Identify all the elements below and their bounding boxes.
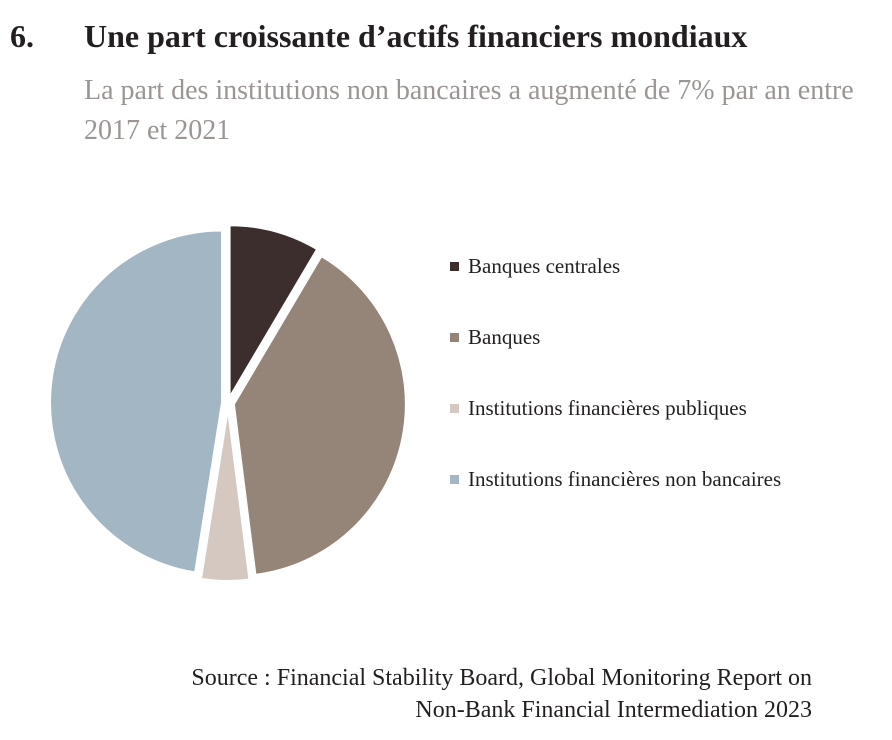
legend-swatch — [450, 262, 459, 271]
pie-slice-1 — [228, 224, 319, 401]
legend-label: Banques — [468, 325, 541, 349]
chart-subtitle: La part des institutions non bancaires a… — [84, 75, 854, 146]
legend-label: Banques centrales — [468, 254, 621, 278]
pie-slice-2 — [232, 254, 407, 576]
legend-item: Institutions financières non bancaires — [450, 467, 781, 492]
pie-slice-4 — [49, 229, 224, 574]
source-line-2: Non-Bank Financial Intermediation 2023 — [415, 697, 812, 723]
source-note: Source : Financial Stability Board, Glob… — [191, 662, 812, 726]
legend-item: Banques centrales — [450, 254, 620, 279]
legend-item: Institutions financières publiques — [450, 396, 747, 421]
figure-number: 6. — [10, 18, 34, 54]
legend-swatch — [450, 404, 459, 413]
legend-swatch — [450, 475, 459, 484]
legend-item: Banques — [450, 325, 540, 350]
pie-slice-3 — [199, 408, 251, 582]
legend-label: Institutions financières publiques — [468, 396, 747, 420]
legend-swatch — [450, 333, 459, 342]
chart-title: Une part croissante d’actifs financiers … — [84, 18, 748, 54]
legend-label: Institutions financières non bancaires — [468, 467, 782, 491]
source-line-1: Source : Financial Stability Board, Glob… — [191, 665, 812, 691]
